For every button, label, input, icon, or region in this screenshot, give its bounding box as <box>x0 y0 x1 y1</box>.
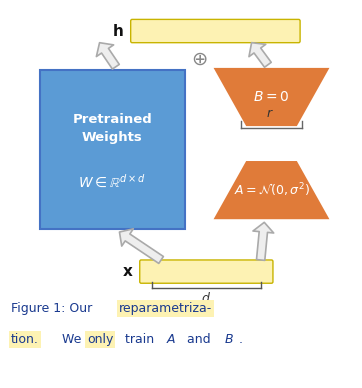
Polygon shape <box>214 68 329 126</box>
Text: Pretrained
Weights: Pretrained Weights <box>72 113 152 144</box>
Text: reparametriza-: reparametriza- <box>119 302 212 315</box>
Text: x: x <box>122 264 132 279</box>
Text: $d$: $d$ <box>201 291 211 305</box>
Text: Figure 1: Our: Figure 1: Our <box>11 302 96 315</box>
Text: $A$: $A$ <box>166 333 176 346</box>
Text: and: and <box>183 333 214 346</box>
Text: h: h <box>113 24 124 38</box>
Text: $W \in \mathbb{R}^{d \times d}$: $W \in \mathbb{R}^{d \times d}$ <box>78 174 146 191</box>
Polygon shape <box>214 161 329 219</box>
FancyBboxPatch shape <box>140 260 273 283</box>
Text: $A = \mathcal{N}(0,\sigma^2)$: $A = \mathcal{N}(0,\sigma^2)$ <box>233 181 310 199</box>
Text: .: . <box>239 333 243 346</box>
Text: tion.: tion. <box>11 333 39 346</box>
Text: $B = 0$: $B = 0$ <box>253 90 290 104</box>
FancyBboxPatch shape <box>40 70 185 229</box>
Text: train: train <box>121 333 159 346</box>
Text: only: only <box>87 333 113 346</box>
Text: $B$: $B$ <box>224 333 233 346</box>
Text: ⊕: ⊕ <box>191 50 207 68</box>
FancyBboxPatch shape <box>131 19 300 43</box>
Text: We: We <box>58 333 85 346</box>
Text: $r$: $r$ <box>266 106 274 120</box>
